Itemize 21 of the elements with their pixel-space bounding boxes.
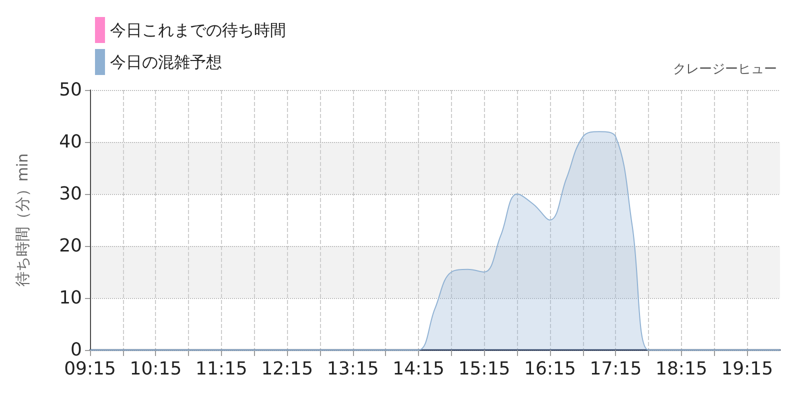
y-tick-label: 20: [59, 236, 82, 256]
chart-subtitle: クレージーヒュー: [673, 62, 777, 77]
x-tick-label: 15:15: [458, 358, 510, 380]
x-tick-label: 18:15: [655, 358, 708, 380]
legend-label: 今日の混雑予想: [110, 52, 222, 72]
x-tick-label: 19:15: [721, 358, 774, 380]
x-tick-label: 09:15: [64, 358, 116, 380]
x-tick-label: 16:15: [524, 358, 576, 380]
y-tick-label: 40: [59, 132, 82, 152]
x-tick-label: 12:15: [261, 358, 314, 380]
x-tick-label: 13:15: [326, 358, 379, 380]
legend-label: 今日これまでの待ち時間: [110, 20, 286, 40]
y-tick-label: 0: [70, 340, 82, 360]
y-tick-label: 50: [59, 80, 82, 100]
x-tick-label: 10:15: [130, 358, 182, 380]
y-axis-title: 待ち時間（分）min: [14, 153, 32, 287]
x-tick-label: 11:15: [195, 358, 248, 380]
y-tick-label: 30: [59, 184, 82, 204]
x-tick-label: 17:15: [590, 358, 642, 380]
y-tick-label: 10: [59, 288, 82, 308]
x-tick-label: 14:15: [392, 358, 445, 380]
